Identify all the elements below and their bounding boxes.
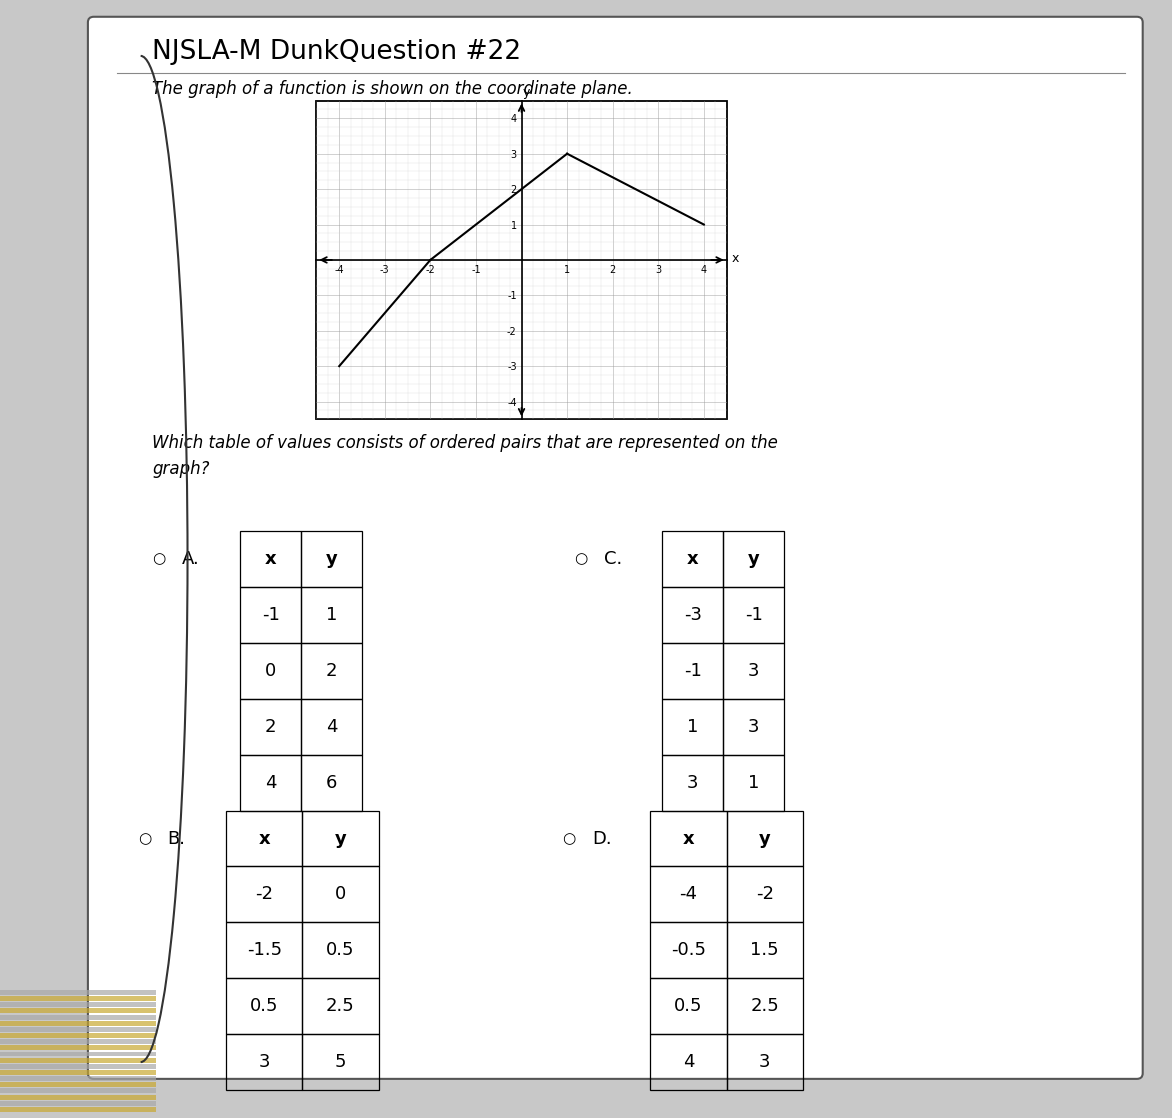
Text: 3: 3 bbox=[748, 662, 759, 680]
Text: -4: -4 bbox=[680, 885, 697, 903]
Text: x: x bbox=[265, 550, 277, 568]
Text: 1.5: 1.5 bbox=[750, 941, 779, 959]
Text: y: y bbox=[748, 550, 759, 568]
Text: 3: 3 bbox=[259, 1053, 270, 1071]
Text: ○: ○ bbox=[574, 551, 587, 567]
Bar bbox=[0, 1058, 156, 1062]
Bar bbox=[0, 1027, 156, 1032]
Text: 0.5: 0.5 bbox=[250, 997, 279, 1015]
Text: 0.5: 0.5 bbox=[326, 941, 355, 959]
Bar bbox=[0, 1045, 156, 1050]
Text: 3: 3 bbox=[759, 1053, 770, 1071]
Bar bbox=[0, 1033, 156, 1038]
Text: -3: -3 bbox=[683, 606, 702, 624]
Text: 2: 2 bbox=[265, 718, 277, 736]
Text: 4: 4 bbox=[683, 1053, 694, 1071]
Bar bbox=[0, 1064, 156, 1069]
Bar bbox=[0, 1014, 156, 1020]
Text: NJSLA-M DunkQuestion #22: NJSLA-M DunkQuestion #22 bbox=[152, 39, 522, 65]
Bar bbox=[0, 1089, 156, 1093]
Text: -1: -1 bbox=[744, 606, 763, 624]
Text: ○: ○ bbox=[152, 551, 165, 567]
Bar bbox=[0, 1008, 156, 1013]
Bar bbox=[0, 1077, 156, 1081]
Text: ○: ○ bbox=[138, 831, 151, 846]
Text: 4: 4 bbox=[326, 718, 338, 736]
Text: 3: 3 bbox=[748, 718, 759, 736]
Bar bbox=[0, 1107, 156, 1112]
Text: 4: 4 bbox=[265, 774, 277, 792]
Text: The graph of a function is shown on the coordinate plane.: The graph of a function is shown on the … bbox=[152, 80, 633, 98]
Text: 2.5: 2.5 bbox=[326, 997, 355, 1015]
Text: -1: -1 bbox=[261, 606, 280, 624]
Text: 1: 1 bbox=[687, 718, 699, 736]
Text: y: y bbox=[523, 86, 530, 98]
Bar bbox=[0, 1082, 156, 1088]
Text: x: x bbox=[731, 252, 738, 265]
Text: D.: D. bbox=[592, 830, 612, 847]
Text: -2: -2 bbox=[255, 885, 273, 903]
Text: y: y bbox=[326, 550, 338, 568]
Text: A.: A. bbox=[182, 550, 199, 568]
Text: -2: -2 bbox=[756, 885, 774, 903]
Bar bbox=[0, 1070, 156, 1074]
Text: 0.5: 0.5 bbox=[674, 997, 703, 1015]
Bar bbox=[0, 989, 156, 995]
Text: -1.5: -1.5 bbox=[247, 941, 281, 959]
Text: x: x bbox=[259, 830, 270, 847]
Bar bbox=[0, 1052, 156, 1057]
Bar bbox=[0, 1101, 156, 1106]
Text: B.: B. bbox=[168, 830, 185, 847]
Text: 6: 6 bbox=[326, 774, 338, 792]
Text: 2: 2 bbox=[326, 662, 338, 680]
Text: y: y bbox=[334, 830, 347, 847]
Text: 1: 1 bbox=[748, 774, 759, 792]
Text: 0: 0 bbox=[335, 885, 346, 903]
Text: 0: 0 bbox=[265, 662, 277, 680]
Text: 2.5: 2.5 bbox=[750, 997, 779, 1015]
Bar bbox=[0, 1021, 156, 1025]
Text: C.: C. bbox=[604, 550, 622, 568]
Text: -1: -1 bbox=[683, 662, 702, 680]
Text: 1: 1 bbox=[326, 606, 338, 624]
Text: ○: ○ bbox=[563, 831, 575, 846]
Bar bbox=[316, 101, 727, 419]
Text: x: x bbox=[683, 830, 694, 847]
Bar bbox=[0, 996, 156, 1001]
Bar bbox=[0, 1040, 156, 1044]
Text: 3: 3 bbox=[687, 774, 699, 792]
Text: y: y bbox=[758, 830, 771, 847]
Text: -0.5: -0.5 bbox=[672, 941, 706, 959]
Text: 5: 5 bbox=[335, 1053, 346, 1071]
Text: Which table of values consists of ordered pairs that are represented on the
grap: Which table of values consists of ordere… bbox=[152, 434, 778, 479]
Bar bbox=[0, 1002, 156, 1007]
Text: x: x bbox=[687, 550, 699, 568]
Bar bbox=[0, 1095, 156, 1100]
